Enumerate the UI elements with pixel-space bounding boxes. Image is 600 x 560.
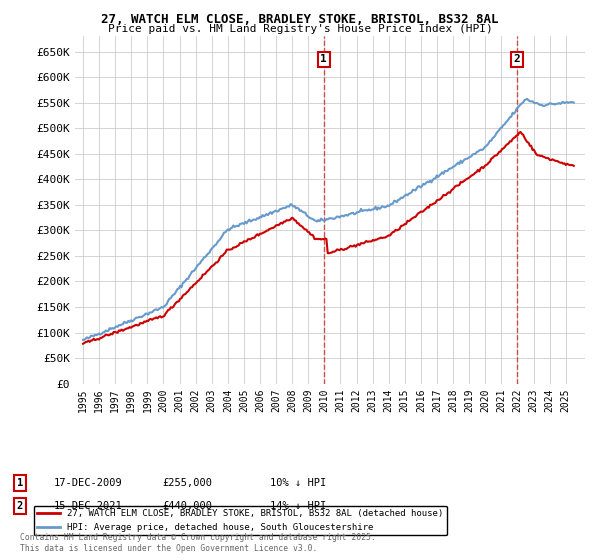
Text: Contains HM Land Registry data © Crown copyright and database right 2025.
This d: Contains HM Land Registry data © Crown c… bbox=[20, 533, 376, 553]
Text: 10% ↓ HPI: 10% ↓ HPI bbox=[270, 478, 326, 488]
Legend: 27, WATCH ELM CLOSE, BRADLEY STOKE, BRISTOL, BS32 8AL (detached house), HPI: Ave: 27, WATCH ELM CLOSE, BRADLEY STOKE, BRIS… bbox=[34, 506, 447, 535]
Text: 2: 2 bbox=[17, 501, 23, 511]
Text: 27, WATCH ELM CLOSE, BRADLEY STOKE, BRISTOL, BS32 8AL: 27, WATCH ELM CLOSE, BRADLEY STOKE, BRIS… bbox=[101, 13, 499, 26]
Text: 1: 1 bbox=[320, 54, 327, 64]
Text: 2: 2 bbox=[514, 54, 520, 64]
Text: Price paid vs. HM Land Registry's House Price Index (HPI): Price paid vs. HM Land Registry's House … bbox=[107, 24, 493, 34]
Text: £255,000: £255,000 bbox=[162, 478, 212, 488]
Text: 15-DEC-2021: 15-DEC-2021 bbox=[54, 501, 123, 511]
Text: 1: 1 bbox=[17, 478, 23, 488]
Text: 14% ↓ HPI: 14% ↓ HPI bbox=[270, 501, 326, 511]
Text: £440,000: £440,000 bbox=[162, 501, 212, 511]
Text: 17-DEC-2009: 17-DEC-2009 bbox=[54, 478, 123, 488]
